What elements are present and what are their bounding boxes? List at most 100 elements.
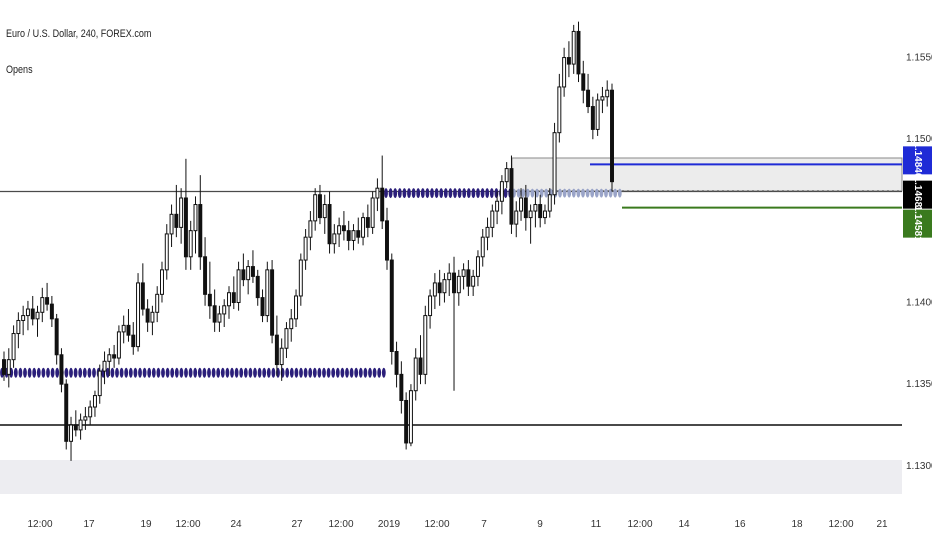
- candle-body: [203, 256, 208, 295]
- candle-body: [54, 318, 59, 356]
- opens-dot: [377, 367, 382, 378]
- opens-dot: [335, 367, 340, 378]
- opens-dot: [46, 367, 50, 378]
- candle-body: [59, 354, 64, 385]
- opens-dot: [407, 188, 411, 199]
- candles: [2, 21, 614, 461]
- opens-dot: [138, 367, 142, 378]
- opens-dot: [289, 367, 294, 378]
- candle-body: [475, 256, 480, 277]
- opens-dot: [430, 188, 434, 199]
- opens-dot: [119, 367, 124, 378]
- candle-body: [452, 272, 456, 294]
- opens-dot: [594, 188, 599, 198]
- candle-body: [361, 217, 366, 238]
- candle-body: [207, 293, 212, 307]
- opens-dot: [411, 188, 416, 199]
- candle-body: [542, 210, 547, 219]
- opens-dot: [55, 367, 60, 378]
- candle-body: [466, 269, 471, 287]
- x-tick-label: 18: [791, 519, 803, 530]
- x-tick-label: 24: [230, 519, 242, 530]
- opens-dot: [147, 367, 152, 378]
- candle-body: [480, 236, 485, 258]
- study-name: Opens: [6, 64, 33, 76]
- opens-dot: [257, 367, 262, 378]
- opens-dot: [535, 188, 539, 198]
- opens-dot: [234, 367, 239, 378]
- candle-body: [250, 266, 255, 277]
- candle-body: [222, 305, 227, 315]
- candle-body: [78, 419, 83, 431]
- candle-body: [140, 282, 145, 310]
- price-tag-label: 1.14685: [912, 177, 923, 214]
- opens-dot: [485, 188, 490, 199]
- candle-body: [576, 30, 581, 75]
- opens-dot: [604, 188, 608, 198]
- candle-body: [394, 350, 399, 375]
- opens-dot: [312, 367, 317, 378]
- candle-body: [284, 328, 289, 349]
- candle-body: [155, 293, 160, 313]
- opens-dot: [521, 188, 526, 198]
- candle-body: [30, 308, 35, 320]
- candle-body: [327, 204, 332, 245]
- candle-body: [298, 259, 303, 297]
- opens-dot: [340, 367, 345, 378]
- candle-body: [586, 89, 591, 108]
- opens-dot: [18, 367, 23, 378]
- candle-body: [490, 210, 495, 228]
- candle-body: [341, 225, 346, 232]
- x-tick-label: 2019: [378, 519, 401, 530]
- candle-body: [102, 360, 107, 372]
- opens-dot: [457, 188, 462, 199]
- candle-body: [610, 89, 614, 183]
- candle-body: [404, 399, 409, 444]
- x-axis: 12:00 17 19 12:00 24 27 12:00 2019 12:00 7 9 11 12:0…: [27, 519, 888, 530]
- opens-dot: [248, 367, 253, 378]
- price-tag-label: 1.14846: [912, 142, 923, 179]
- opens-dot: [322, 367, 326, 378]
- x-tick-label: 27: [291, 519, 303, 530]
- candle-body: [533, 204, 538, 212]
- opens-dot: [133, 367, 138, 378]
- opens-dot: [294, 367, 299, 378]
- candle-body: [375, 187, 380, 199]
- x-tick-label: 12:00: [627, 519, 652, 530]
- opens-dot: [562, 188, 567, 198]
- candle-body: [121, 324, 126, 333]
- opens-dot: [480, 188, 485, 199]
- opens-dot: [41, 367, 46, 378]
- opens-dot: [425, 188, 430, 199]
- candle-body: [83, 416, 88, 421]
- candle-body: [566, 57, 571, 65]
- opens-dot: [590, 188, 595, 198]
- opens-dot: [613, 188, 618, 198]
- opens-dot: [599, 188, 604, 198]
- candle-body: [188, 230, 193, 258]
- opens-dot: [142, 367, 147, 378]
- opens-dot: [271, 367, 276, 378]
- y-tick-label: 1.13500: [906, 379, 932, 390]
- candle-body: [356, 230, 361, 238]
- candle-body: [437, 282, 442, 294]
- candle-body: [317, 194, 322, 219]
- y-tick-label: 1.15500: [906, 53, 932, 64]
- opens-dot: [368, 367, 372, 378]
- opens-dot: [202, 367, 207, 378]
- opens-dot: [571, 188, 576, 198]
- candle-body: [499, 181, 504, 202]
- candle-body: [423, 315, 428, 375]
- candle-body: [509, 168, 514, 225]
- opens-dot: [489, 188, 494, 199]
- candle-body: [471, 275, 476, 287]
- candle-body: [236, 269, 241, 304]
- candle-body: [562, 57, 567, 88]
- candle-body: [380, 187, 385, 222]
- candle-body: [150, 311, 155, 323]
- opens-dot: [220, 367, 225, 378]
- candle-body: [495, 200, 500, 212]
- candle-body: [442, 279, 447, 294]
